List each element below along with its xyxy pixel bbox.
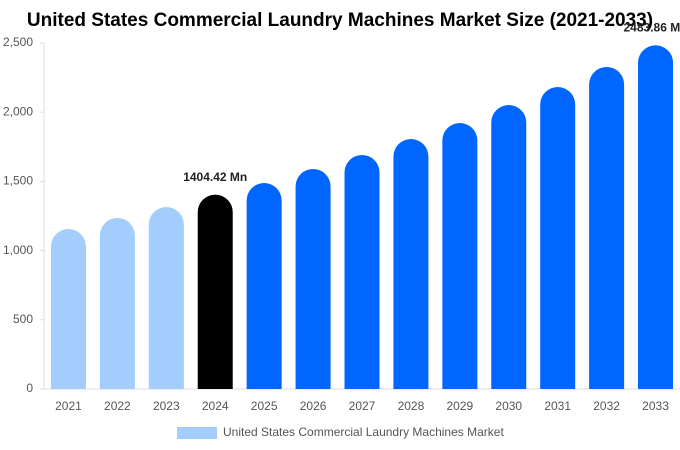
bar (638, 45, 674, 390)
bar (295, 168, 331, 389)
x-tick-label: 2033 (642, 399, 669, 413)
y-tick-label: 2,500 (3, 35, 33, 49)
bar (393, 139, 429, 389)
x-tick-label: 2028 (398, 399, 425, 413)
bar (50, 229, 86, 389)
x-tick-label: 2029 (446, 399, 473, 413)
bar (589, 66, 625, 389)
data-label: 2483.86 Mn (624, 20, 680, 34)
x-tick-label: 2025 (251, 399, 278, 413)
bar (491, 105, 527, 389)
bar (197, 194, 233, 389)
x-tick-label: 2023 (153, 399, 180, 413)
x-tick-label: 2032 (593, 399, 620, 413)
x-tick-label: 2030 (495, 399, 522, 413)
x-tick-label: 2022 (104, 399, 131, 413)
bar (540, 87, 576, 389)
y-tick-label: 1,500 (3, 174, 33, 188)
bar (246, 183, 282, 389)
y-tick-label: 0 (26, 381, 33, 395)
y-tick-label: 1,000 (3, 243, 33, 257)
x-tick-label: 2021 (55, 399, 82, 413)
x-tick-label: 2027 (349, 399, 376, 413)
legend-label: United States Commercial Laundry Machine… (223, 425, 504, 439)
bar (99, 217, 135, 389)
data-label: 1404.42 Mn (183, 170, 247, 184)
y-tick-label: 500 (13, 312, 33, 326)
x-tick-label: 2024 (202, 399, 229, 413)
y-tick-label: 2,000 (3, 104, 33, 118)
bar (344, 154, 380, 389)
chart-title: United States Commercial Laundry Machine… (27, 10, 653, 31)
x-tick-label: 2026 (300, 399, 327, 413)
legend-swatch (177, 427, 217, 439)
bar (148, 207, 184, 389)
x-tick-label: 2031 (544, 399, 571, 413)
bar (442, 122, 478, 390)
